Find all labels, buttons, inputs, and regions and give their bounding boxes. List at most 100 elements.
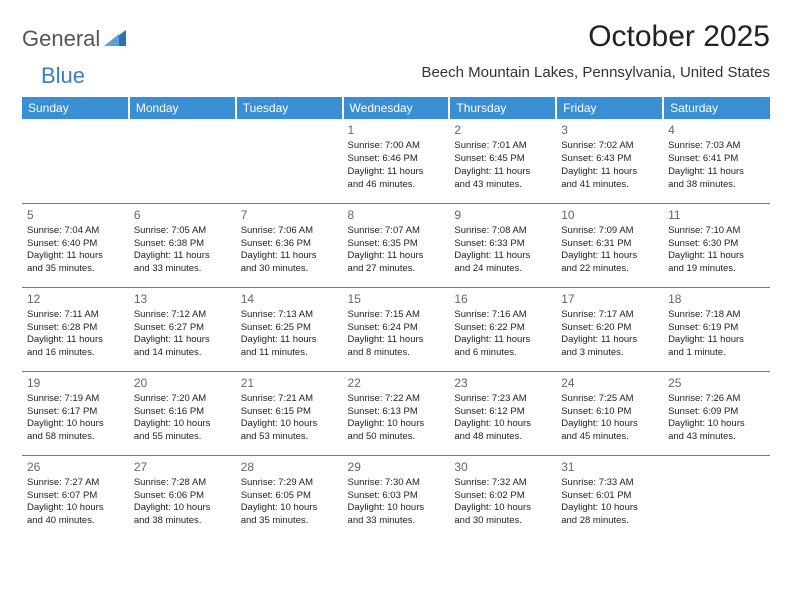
daylight-line-2: and 53 minutes.	[241, 431, 338, 444]
day-number: 19	[27, 375, 124, 391]
calendar-cell: 17Sunrise: 7:17 AMSunset: 6:20 PMDayligh…	[556, 287, 663, 371]
day-number: 22	[348, 375, 445, 391]
calendar-cell: 7Sunrise: 7:06 AMSunset: 6:36 PMDaylight…	[236, 203, 343, 287]
calendar-cell: 13Sunrise: 7:12 AMSunset: 6:27 PMDayligh…	[129, 287, 236, 371]
sunrise-line: Sunrise: 7:33 AM	[561, 477, 658, 490]
daylight-line-2: and 38 minutes.	[134, 515, 231, 528]
logo-text-general: General	[22, 26, 100, 52]
daylight-line-2: and 6 minutes.	[454, 347, 551, 360]
sunset-line: Sunset: 6:02 PM	[454, 490, 551, 503]
daylight-line-2: and 30 minutes.	[454, 515, 551, 528]
sunrise-line: Sunrise: 7:17 AM	[561, 309, 658, 322]
day-number: 15	[348, 291, 445, 307]
sunset-line: Sunset: 6:24 PM	[348, 322, 445, 335]
calendar-cell: 10Sunrise: 7:09 AMSunset: 6:31 PMDayligh…	[556, 203, 663, 287]
sunset-line: Sunset: 6:12 PM	[454, 406, 551, 419]
daylight-line-2: and 33 minutes.	[134, 263, 231, 276]
daylight-line-1: Daylight: 11 hours	[454, 250, 551, 263]
day-number: 31	[561, 459, 658, 475]
calendar-cell: 5Sunrise: 7:04 AMSunset: 6:40 PMDaylight…	[22, 203, 129, 287]
calendar-row: 12Sunrise: 7:11 AMSunset: 6:28 PMDayligh…	[22, 287, 770, 371]
day-number: 2	[454, 122, 551, 138]
daylight-line-2: and 30 minutes.	[241, 263, 338, 276]
sunset-line: Sunset: 6:05 PM	[241, 490, 338, 503]
calendar-row: 1Sunrise: 7:00 AMSunset: 6:46 PMDaylight…	[22, 119, 770, 203]
calendar-cell: 12Sunrise: 7:11 AMSunset: 6:28 PMDayligh…	[22, 287, 129, 371]
calendar-cell: 18Sunrise: 7:18 AMSunset: 6:19 PMDayligh…	[663, 287, 770, 371]
sunset-line: Sunset: 6:22 PM	[454, 322, 551, 335]
sunrise-line: Sunrise: 7:10 AM	[668, 225, 765, 238]
daylight-line-2: and 55 minutes.	[134, 431, 231, 444]
sunrise-line: Sunrise: 7:13 AM	[241, 309, 338, 322]
calendar-cell: 14Sunrise: 7:13 AMSunset: 6:25 PMDayligh…	[236, 287, 343, 371]
sunset-line: Sunset: 6:36 PM	[241, 238, 338, 251]
day-number: 11	[668, 207, 765, 223]
calendar-cell	[236, 119, 343, 203]
daylight-line-2: and 19 minutes.	[668, 263, 765, 276]
sunset-line: Sunset: 6:41 PM	[668, 153, 765, 166]
daylight-line-2: and 46 minutes.	[348, 179, 445, 192]
sunrise-line: Sunrise: 7:22 AM	[348, 393, 445, 406]
day-number: 28	[241, 459, 338, 475]
sunset-line: Sunset: 6:25 PM	[241, 322, 338, 335]
calendar-cell	[22, 119, 129, 203]
day-header: Tuesday	[236, 97, 343, 119]
sunset-line: Sunset: 6:17 PM	[27, 406, 124, 419]
day-number: 25	[668, 375, 765, 391]
calendar-cell: 11Sunrise: 7:10 AMSunset: 6:30 PMDayligh…	[663, 203, 770, 287]
sunset-line: Sunset: 6:35 PM	[348, 238, 445, 251]
daylight-line-2: and 35 minutes.	[27, 263, 124, 276]
sunrise-line: Sunrise: 7:08 AM	[454, 225, 551, 238]
daylight-line-1: Daylight: 10 hours	[134, 418, 231, 431]
calendar-cell: 26Sunrise: 7:27 AMSunset: 6:07 PMDayligh…	[22, 455, 129, 539]
daylight-line-2: and 58 minutes.	[27, 431, 124, 444]
sunrise-line: Sunrise: 7:11 AM	[27, 309, 124, 322]
sunrise-line: Sunrise: 7:12 AM	[134, 309, 231, 322]
sunset-line: Sunset: 6:03 PM	[348, 490, 445, 503]
daylight-line-1: Daylight: 11 hours	[134, 250, 231, 263]
daylight-line-2: and 22 minutes.	[561, 263, 658, 276]
calendar-table: SundayMondayTuesdayWednesdayThursdayFrid…	[22, 97, 770, 539]
sunset-line: Sunset: 6:45 PM	[454, 153, 551, 166]
location-text: Beech Mountain Lakes, Pennsylvania, Unit…	[421, 64, 770, 81]
sunrise-line: Sunrise: 7:18 AM	[668, 309, 765, 322]
day-number: 8	[348, 207, 445, 223]
daylight-line-2: and 1 minute.	[668, 347, 765, 360]
daylight-line-2: and 41 minutes.	[561, 179, 658, 192]
daylight-line-1: Daylight: 11 hours	[668, 334, 765, 347]
day-number: 5	[27, 207, 124, 223]
day-number: 10	[561, 207, 658, 223]
sunset-line: Sunset: 6:10 PM	[561, 406, 658, 419]
logo-text-blue: Blue	[41, 63, 85, 89]
sunrise-line: Sunrise: 7:05 AM	[134, 225, 231, 238]
daylight-line-1: Daylight: 10 hours	[454, 502, 551, 515]
day-number: 30	[454, 459, 551, 475]
day-number: 12	[27, 291, 124, 307]
day-number: 3	[561, 122, 658, 138]
daylight-line-2: and 45 minutes.	[561, 431, 658, 444]
day-number: 23	[454, 375, 551, 391]
calendar-cell: 27Sunrise: 7:28 AMSunset: 6:06 PMDayligh…	[129, 455, 236, 539]
sunrise-line: Sunrise: 7:29 AM	[241, 477, 338, 490]
sunset-line: Sunset: 6:43 PM	[561, 153, 658, 166]
sunset-line: Sunset: 6:09 PM	[668, 406, 765, 419]
day-header: Sunday	[22, 97, 129, 119]
day-number: 29	[348, 459, 445, 475]
calendar-body: 1Sunrise: 7:00 AMSunset: 6:46 PMDaylight…	[22, 119, 770, 539]
sunrise-line: Sunrise: 7:32 AM	[454, 477, 551, 490]
daylight-line-1: Daylight: 11 hours	[241, 334, 338, 347]
day-number: 6	[134, 207, 231, 223]
calendar-cell: 29Sunrise: 7:30 AMSunset: 6:03 PMDayligh…	[343, 455, 450, 539]
daylight-line-1: Daylight: 11 hours	[561, 166, 658, 179]
day-number: 21	[241, 375, 338, 391]
daylight-line-2: and 27 minutes.	[348, 263, 445, 276]
calendar-cell: 20Sunrise: 7:20 AMSunset: 6:16 PMDayligh…	[129, 371, 236, 455]
sunset-line: Sunset: 6:16 PM	[134, 406, 231, 419]
day-number: 4	[668, 122, 765, 138]
sunrise-line: Sunrise: 7:27 AM	[27, 477, 124, 490]
sunrise-line: Sunrise: 7:06 AM	[241, 225, 338, 238]
day-header: Wednesday	[343, 97, 450, 119]
title-block: October 2025 Beech Mountain Lakes, Penns…	[421, 20, 770, 81]
daylight-line-2: and 14 minutes.	[134, 347, 231, 360]
day-number: 27	[134, 459, 231, 475]
